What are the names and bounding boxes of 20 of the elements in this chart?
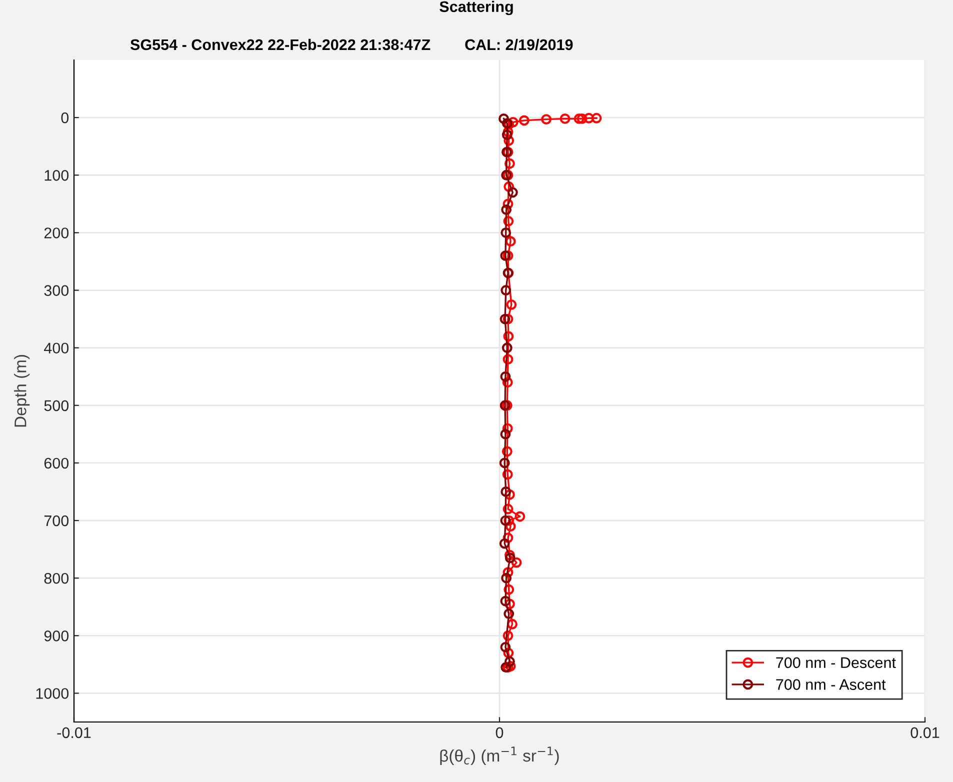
y-tick-label: 100 [44, 170, 69, 181]
legend-label: 700 nm - Ascent [776, 679, 886, 690]
y-tick-label: 700 [44, 515, 69, 526]
y-tick-label: 200 [44, 228, 69, 238]
x-tick-label: 0 [496, 727, 504, 738]
y-tick-label: 800 [44, 572, 69, 584]
y-tick-label: 1000 [36, 688, 69, 699]
x-tick-label: 0.01 [910, 727, 940, 738]
y-tick-label: 500 [44, 400, 69, 412]
y-axis-title: Depth (m) [14, 354, 30, 427]
chart-title: Scattering [440, 0, 513, 16]
legend-label: 700 nm - Descent [776, 657, 896, 668]
y-tick-label: 900 [44, 630, 69, 642]
y-tick-label: 300 [44, 285, 69, 296]
y-tick-label: 600 [44, 458, 69, 469]
y-tick-label: 0 [61, 112, 69, 124]
chart-subtitle: SG554 - Convex22 22-Feb-2022 21:38:47Z CAL: 2/19/2019 [130, 38, 573, 50]
y-tick-label: 400 [44, 342, 69, 354]
x-tick-label: -0.01 [57, 727, 91, 738]
x-axis-title: β(θ$_{c}$) (m$^{−1}$ sr$^{−1}$) [440, 746, 559, 766]
